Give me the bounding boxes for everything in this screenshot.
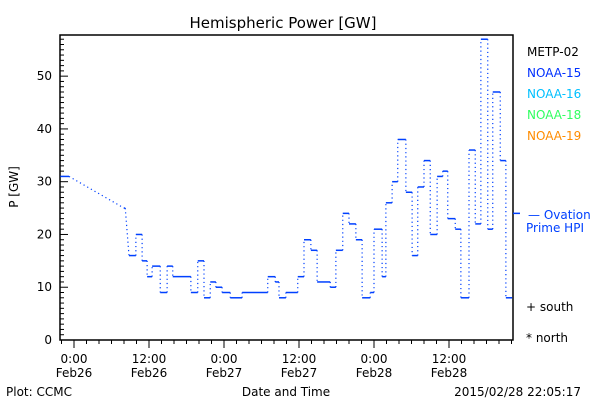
data-series <box>60 38 513 299</box>
y-tick-label: 50 <box>37 69 52 83</box>
south-legend: + south <box>526 300 573 314</box>
plot-frame <box>59 34 514 341</box>
ovation-label: — Ovation <box>528 208 591 222</box>
x-tick-label-date: Feb27 <box>206 366 243 380</box>
x-tick-label-time: 12:00 <box>132 352 167 366</box>
y-tick-label: 30 <box>37 175 52 189</box>
chart-title: Hemispheric Power [GW] <box>190 14 377 32</box>
series-connector <box>124 208 130 256</box>
x-tick-label-time: 0:00 <box>211 352 238 366</box>
legend-item: NOAA-19 <box>527 129 581 143</box>
legend-item: METP-02 <box>527 45 579 59</box>
x-tick-label-time: 0:00 <box>61 352 88 366</box>
series-connector <box>68 175 125 209</box>
x-tick-label-time: 0:00 <box>361 352 388 366</box>
y-tick-label: 10 <box>37 280 52 294</box>
x-tick-label-date: Feb26 <box>56 366 93 380</box>
legend: METP-02 NOAA-15 NOAA-16 NOAA-18 NOAA-19 <box>527 45 581 143</box>
legend-item: NOAA-16 <box>527 87 581 101</box>
axes: 010203040500:00Feb2612:00Feb260:00Feb271… <box>37 34 514 380</box>
y-tick-label: 20 <box>37 227 52 241</box>
y-tick-label: 40 <box>37 122 52 136</box>
legend-item: NOAA-15 <box>527 66 581 80</box>
x-axis-label: Date and Time <box>242 385 330 399</box>
x-tick-label-date: Feb26 <box>131 366 168 380</box>
ovation-label-2: Prime HPI <box>526 221 584 235</box>
x-tick-label-time: 12:00 <box>432 352 467 366</box>
plot-credit: Plot: CCMC <box>6 385 72 399</box>
y-tick-label: 0 <box>44 333 52 347</box>
y-axis-label: P [GW] <box>7 166 21 208</box>
x-tick-label-time: 12:00 <box>282 352 317 366</box>
legend-item: NOAA-18 <box>527 108 581 122</box>
plot-timestamp: 2015/02/28 22:05:17 <box>454 385 581 399</box>
x-tick-label-date: Feb28 <box>431 366 468 380</box>
x-tick-label-date: Feb27 <box>281 366 318 380</box>
x-tick-label-date: Feb28 <box>356 366 393 380</box>
north-legend: * north <box>526 331 568 345</box>
